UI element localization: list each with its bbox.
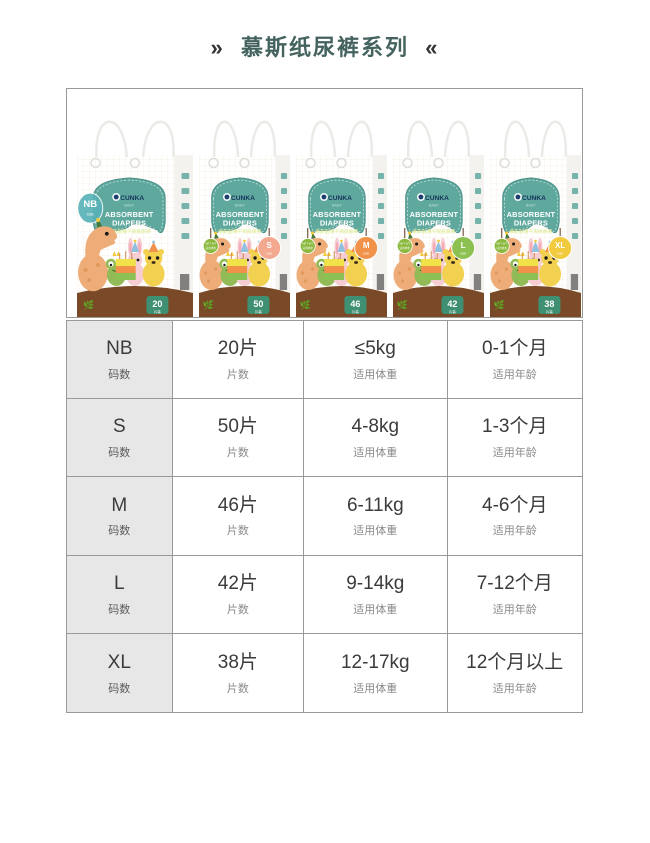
- svg-text:BABY: BABY: [124, 204, 135, 208]
- svg-text:🌿: 🌿: [202, 299, 213, 310]
- svg-text:BABY: BABY: [332, 204, 343, 208]
- svg-text:BABY: BABY: [235, 204, 246, 208]
- svg-text:CUNKA: CUNKA: [522, 195, 546, 202]
- svg-text:🌿: 🌿: [493, 299, 504, 310]
- svg-text:DIAPERS: DIAPERS: [223, 219, 257, 228]
- svg-text:20: 20: [152, 299, 162, 309]
- svg-text:片装: 片装: [255, 309, 262, 314]
- svg-text:SIZE: SIZE: [460, 252, 466, 256]
- svg-text:50: 50: [253, 299, 263, 309]
- svg-text:片装: 片装: [546, 309, 553, 314]
- svg-text:38: 38: [544, 299, 554, 309]
- svg-text:BABY: BABY: [526, 204, 537, 208]
- svg-text:DIAPERS: DIAPERS: [320, 219, 354, 228]
- svg-text:慕斯超薄干爽纸尿裤: 慕斯超薄干爽纸尿裤: [315, 228, 358, 235]
- svg-text:适用体重: 适用体重: [206, 246, 217, 250]
- svg-text:片装: 片装: [154, 309, 161, 314]
- svg-text:DIAPERS: DIAPERS: [514, 219, 548, 228]
- svg-text:慕斯超薄干爽纸尿裤: 慕斯超薄干爽纸尿裤: [412, 228, 455, 235]
- svg-text:NET WT: NET WT: [302, 242, 313, 246]
- svg-text:NB: NB: [83, 199, 97, 210]
- svg-text:NET WT: NET WT: [496, 242, 507, 246]
- svg-text:M: M: [363, 241, 370, 250]
- svg-text:🌿: 🌿: [299, 299, 310, 310]
- svg-text:片装: 片装: [352, 309, 359, 314]
- svg-text:CUNKA: CUNKA: [328, 195, 352, 202]
- svg-text:适用体重: 适用体重: [400, 246, 411, 250]
- svg-text:片装: 片装: [449, 309, 456, 314]
- svg-text:SIZE: SIZE: [87, 213, 94, 217]
- svg-text:慕斯超薄干爽纸尿裤: 慕斯超薄干爽纸尿裤: [218, 228, 261, 235]
- svg-text:SIZE: SIZE: [363, 252, 369, 256]
- svg-text:NET WT: NET WT: [399, 242, 410, 246]
- svg-text:DIAPERS: DIAPERS: [417, 219, 451, 228]
- svg-text:S: S: [266, 241, 272, 250]
- svg-text:42: 42: [447, 299, 457, 309]
- svg-text:XL: XL: [555, 241, 565, 250]
- svg-text:DIAPERS: DIAPERS: [112, 219, 146, 228]
- svg-text:NET WT: NET WT: [205, 242, 216, 246]
- svg-text:CUNKA: CUNKA: [425, 195, 449, 202]
- svg-text:适用体重: 适用体重: [303, 246, 314, 250]
- svg-text:🌿: 🌿: [396, 299, 407, 310]
- svg-text:SIZE: SIZE: [557, 252, 563, 256]
- svg-text:CUNKA: CUNKA: [231, 195, 255, 202]
- svg-text:CUNKA: CUNKA: [120, 195, 144, 202]
- svg-text:L: L: [461, 241, 466, 250]
- svg-text:慕斯超薄干爽纸尿裤: 慕斯超薄干爽纸尿裤: [509, 228, 552, 235]
- svg-text:适用体重: 适用体重: [497, 246, 508, 250]
- svg-text:46: 46: [350, 299, 360, 309]
- svg-text:🌿: 🌿: [83, 299, 94, 310]
- svg-text:SIZE: SIZE: [266, 252, 272, 256]
- svg-text:BABY: BABY: [429, 204, 440, 208]
